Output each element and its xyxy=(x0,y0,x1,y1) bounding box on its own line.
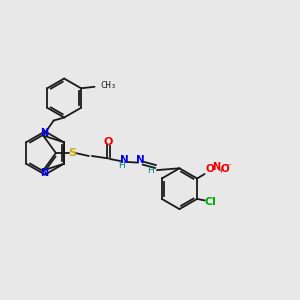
Text: O: O xyxy=(206,164,214,175)
Text: H: H xyxy=(148,166,154,175)
Text: Cl: Cl xyxy=(205,197,217,207)
Text: ⁻: ⁻ xyxy=(225,162,231,172)
Text: CH₃: CH₃ xyxy=(100,81,116,90)
Text: N: N xyxy=(136,155,145,166)
Text: H: H xyxy=(118,161,125,170)
Text: N: N xyxy=(40,168,48,178)
Text: S: S xyxy=(68,148,76,158)
Text: N: N xyxy=(212,162,220,172)
Text: N: N xyxy=(121,155,129,165)
Text: N: N xyxy=(40,128,48,138)
Text: +: + xyxy=(217,166,224,175)
Text: O: O xyxy=(104,137,113,147)
Text: O: O xyxy=(220,164,229,175)
